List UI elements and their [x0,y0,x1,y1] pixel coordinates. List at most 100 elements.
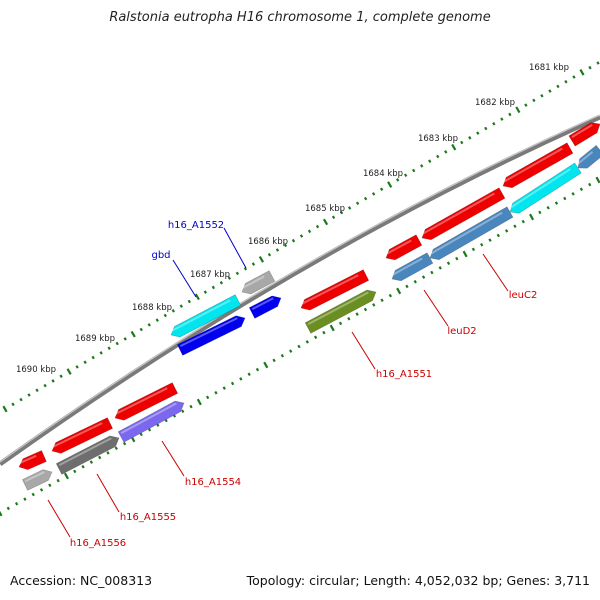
gene-label-h16-a1551[interactable]: h16_A1551 [376,369,432,380]
outer-tick-4 [35,388,39,393]
outer-tick-28 [227,276,232,280]
inner-tick-35 [289,349,293,353]
inner-tick-5 [39,488,44,492]
gene-h16-a1555-b-body [55,435,120,475]
inner-tick-44 [363,307,368,312]
inner-tick-70 [579,187,584,192]
gene-steel-3[interactable] [576,144,600,169]
gene-h16-a1552-b-body [248,295,282,319]
gene-cyan-right-body [509,162,582,214]
outer-tick-42 [339,210,344,215]
gene-h16-a1554-body [114,382,179,421]
outer-tick-23 [187,299,191,304]
gene-leuc2-b[interactable] [421,187,506,241]
outer-tick-14 [115,341,119,346]
gene-h16-a1551[interactable] [304,289,377,334]
gene-h16-a1551-top[interactable] [300,269,370,311]
gene-h16-a1554[interactable] [114,382,179,421]
outer-tick-71 [572,75,576,79]
gene-leud2[interactable] [385,234,423,261]
gene-label-h16-a1554[interactable]: h16_A1554 [185,477,241,488]
inner-tick-29 [239,377,243,381]
gene-gbd-b[interactable] [176,315,246,356]
inner-tick-13 [106,451,110,455]
inner-tick-12 [98,455,102,460]
gene-h16-a1548-shine [571,123,593,138]
gene-gbd-body [170,294,242,338]
outer-tick-61 [492,122,496,126]
gene-label-leaders [47,227,509,538]
outer-tick-20 [163,313,167,318]
chromosome-backbone [0,114,600,467]
gene-h16-a1556[interactable] [18,450,47,470]
gene-gbd[interactable] [170,294,242,338]
outer-tick-65 [524,103,528,107]
leader-gbd [172,259,197,298]
leader-h16-a1551 [351,331,376,370]
gene-h16-a1556-b[interactable] [21,469,53,491]
gene-label-leuc2[interactable]: leuC2 [509,290,538,301]
gene-h16-a1554-b[interactable] [117,400,185,443]
gene-label-h16-a1555[interactable]: h16_A1555 [120,512,176,523]
kbp-labels: 1681 kbp 1682 kbp 1683 kbp 1684 kbp 1685 kbp… [16,63,569,375]
kbp-label: 1681 kbp [529,63,569,73]
gene-h16-a1555[interactable] [51,417,114,454]
gene-h16-a1555-b[interactable] [55,435,120,475]
chromosome-backbone-highlight [0,114,600,463]
gene-leud2-body [385,234,423,261]
inner-tick-46 [380,298,384,303]
outer-tick-67 [540,93,544,98]
gene-h16-a1556-b-body [21,469,53,491]
inner-tick-23 [189,404,193,409]
gene-h16-a1554-b-shine [120,402,177,435]
kbp-label: 1688 kbp [132,303,172,313]
outer-tick-12 [99,351,103,355]
outer-tick-27 [219,280,224,285]
inner-tick-10 [81,464,85,469]
inner-tick-59 [488,238,492,242]
gene-gbd-shine [170,299,231,333]
outer-tick-33 [267,252,272,257]
kbp-label: 1684 kbp [363,169,403,179]
inner-tick-63 [521,219,525,224]
accession-text: Accession: NC_008313 [10,573,153,588]
inner-tick-50 [413,279,417,284]
gene-label-leud2[interactable]: leuD2 [447,326,476,337]
leader-h16-a1555 [96,473,120,513]
inner-tick-36 [297,344,301,349]
outer-tick-70 [564,79,568,84]
gene-h16-a1548[interactable] [568,122,600,147]
outer-tick-60 [484,126,488,131]
inner-tick-72 [595,176,600,184]
gene-h16-a1552-b[interactable] [248,295,282,319]
outer-tick-29 [235,271,240,276]
inner-tick-9 [73,469,77,474]
gene-label-h16-a1552[interactable]: h16_A1552 [168,220,224,231]
gene-h16-a1552[interactable] [241,270,276,295]
gene-label-h16-a1556[interactable]: h16_A1556 [70,538,126,549]
gene-leuc2-body [502,142,574,189]
inner-tick-71 [588,182,592,187]
outer-tick-30 [243,266,248,271]
gene-leuc2-shine [502,147,563,184]
outer-tick-51 [412,168,416,173]
gene-leud2-b[interactable] [391,252,434,282]
gene-leuc2[interactable] [502,142,574,189]
inner-tick-37 [305,340,309,344]
outer-tick-34 [275,248,280,252]
outer-tick-25 [203,290,207,294]
gene-label-gbd[interactable]: gbd [151,250,170,261]
gene-steel-3-body [577,144,600,169]
gene-gbd-b-body [176,315,246,356]
gene-h16-a1551-top-shine [300,274,359,306]
outer-tick-74 [596,61,600,65]
gene-steel-2[interactable] [429,206,514,261]
inner-tick-15 [122,441,127,446]
outer-tick-39 [315,224,320,229]
outer-tick-7 [59,374,63,379]
outer-tick-55 [444,150,448,154]
gene-cyan-right[interactable] [509,162,582,214]
topology-text: Topology: circular; Length: 4,052,032 bp… [246,573,590,588]
